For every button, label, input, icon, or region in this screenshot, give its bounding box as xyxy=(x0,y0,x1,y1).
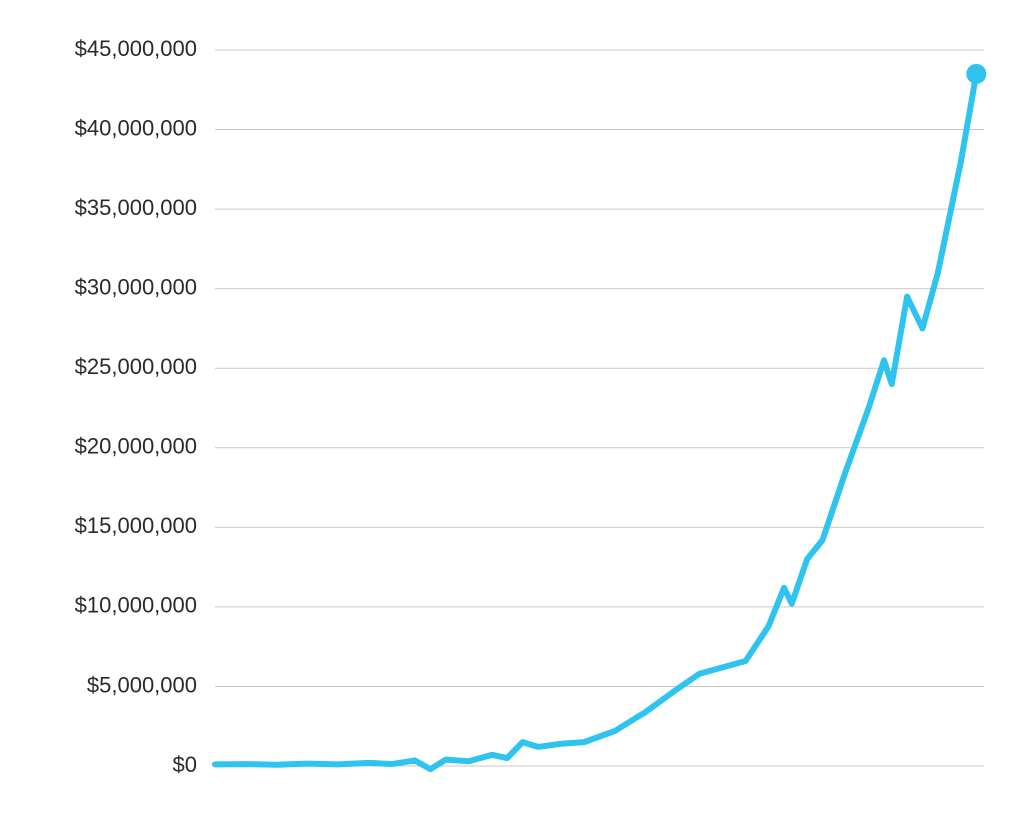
y-tick-label: $15,000,000 xyxy=(75,513,197,538)
line-chart: $0 $5,000,000 $10,000,000 $15,000,000 $20,00… xyxy=(0,0,1024,836)
y-tick-label: $35,000,000 xyxy=(75,195,197,220)
y-tick-label: $20,000,000 xyxy=(75,434,197,459)
y-tick-label: $30,000,000 xyxy=(75,274,197,299)
chart-svg: $0 $5,000,000 $10,000,000 $15,000,000 $20,00… xyxy=(0,0,1024,836)
y-tick-label: $45,000,000 xyxy=(75,36,197,61)
y-tick-label: $5,000,000 xyxy=(87,672,197,697)
y-tick-label: $25,000,000 xyxy=(75,354,197,379)
y-tick-label: $10,000,000 xyxy=(75,593,197,618)
series-end-marker xyxy=(966,64,986,84)
y-tick-label: $40,000,000 xyxy=(75,115,197,140)
y-tick-label: $0 xyxy=(173,752,197,777)
